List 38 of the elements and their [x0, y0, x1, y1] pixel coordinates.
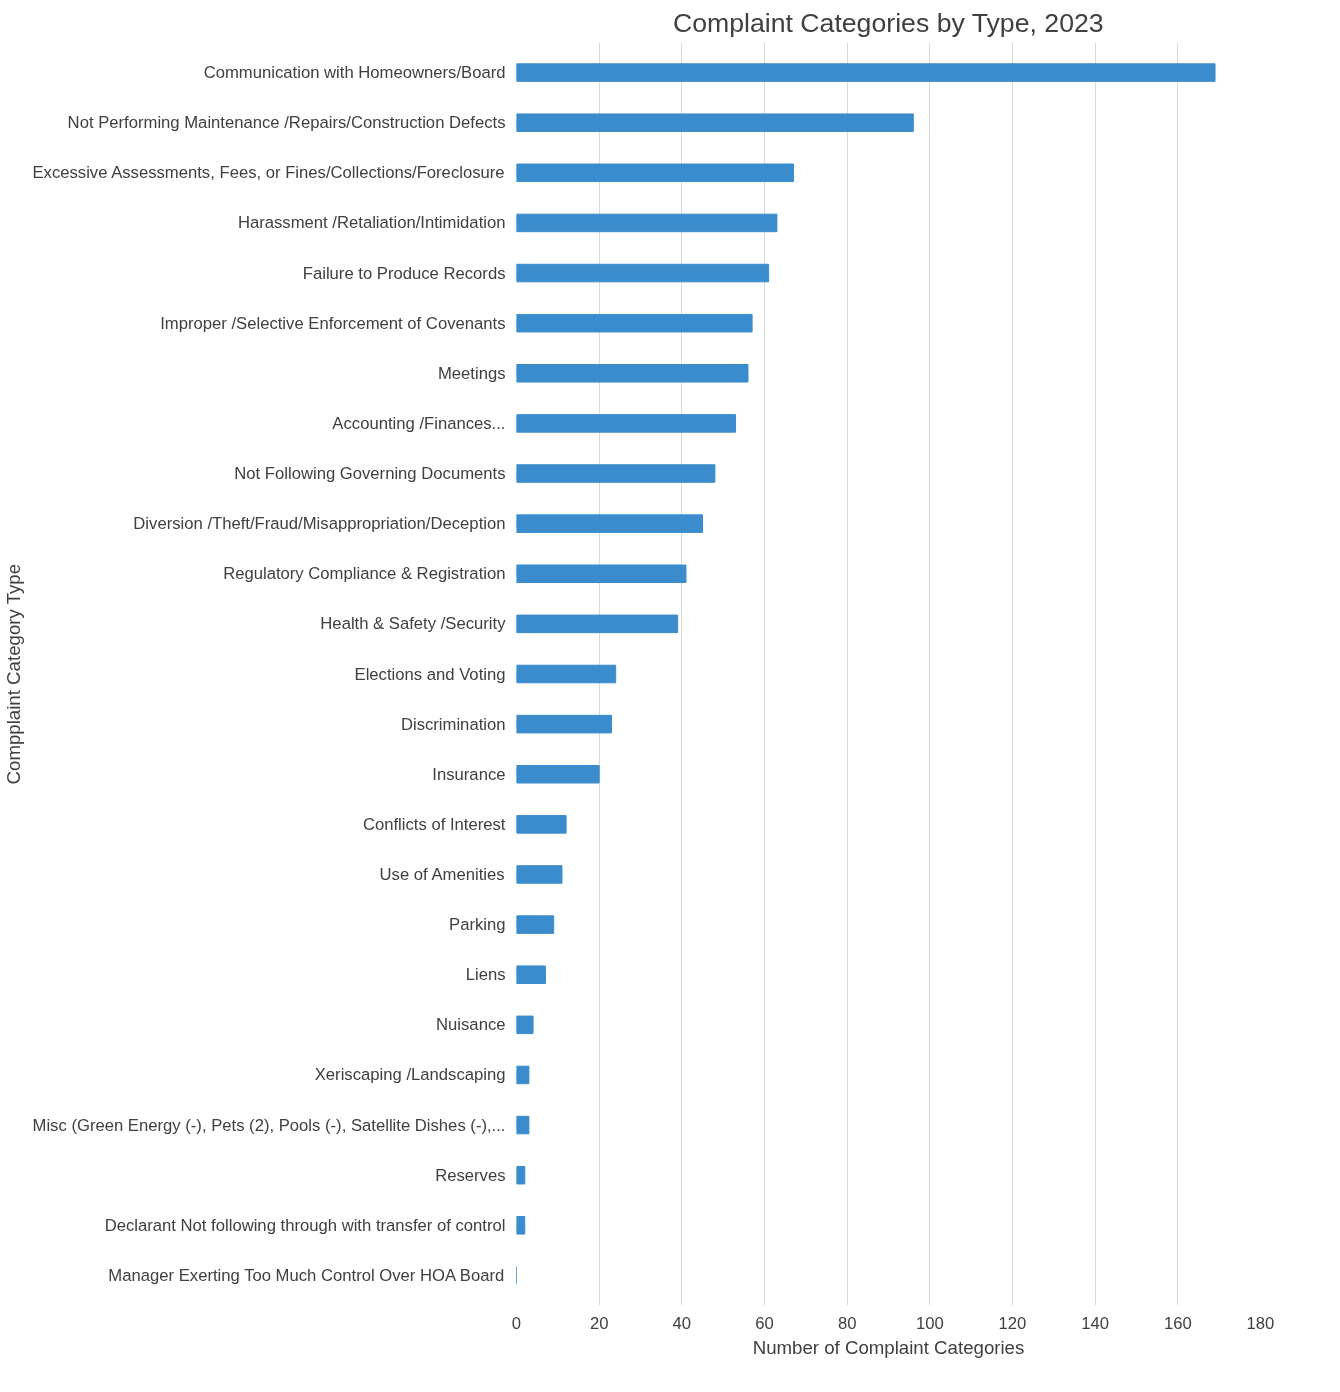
- y-tick-label: Accounting /Finances...: [332, 413, 506, 433]
- y-tick-label: Improper /Selective Enforcement of Covenants: [160, 313, 506, 333]
- y-tick-label: Not Following Governing Documents: [234, 464, 506, 484]
- x-tick-label: 120: [998, 1313, 1027, 1333]
- y-tick-label: Insurance: [432, 764, 506, 784]
- y-tick-label: Elections and Voting: [354, 664, 506, 684]
- y-tick-label: Xeriscaping /Landscaping: [314, 1065, 506, 1085]
- y-tick-label: Health & Safety /Security: [320, 614, 507, 634]
- y-tick-label: Declarant Not following through with transfer of control: [104, 1215, 506, 1235]
- y-tick-label: Manager Exerting Too Much Control Over HOA Board: [108, 1265, 505, 1285]
- x-tick-label: 40: [672, 1313, 692, 1333]
- x-tick-label: 20: [589, 1313, 609, 1333]
- y-tick-label: Conflicts of Interest: [362, 814, 506, 834]
- x-tick-label: 80: [837, 1313, 857, 1333]
- y-tick-label: Excessive Assessments, Fees, or Fines/Collections/Foreclosure: [32, 163, 505, 183]
- chart-title: Complaint Categories by Type, 2023: [672, 7, 1104, 38]
- y-tick-label: Diversion /Theft/Fraud/Misappropriation/Deception: [133, 514, 506, 534]
- y-tick-label: Nuisance: [436, 1015, 506, 1035]
- y-tick-label: Regulatory Compliance & Registration: [223, 564, 506, 584]
- y-tick-label: Discrimination: [400, 714, 506, 734]
- y-tick-label: Use of Amenities: [379, 864, 505, 884]
- x-tick-label: 60: [755, 1313, 774, 1333]
- x-tick-label: 160: [1163, 1313, 1192, 1333]
- x-axis-title: Number of Complaint Categories: [752, 1336, 1025, 1358]
- x-tick-label: 100: [915, 1313, 944, 1333]
- y-tick-label: Meetings: [437, 363, 506, 383]
- y-tick-label: Parking: [449, 915, 506, 935]
- x-tick-label: 140: [1081, 1313, 1110, 1333]
- y-tick-label: Reserves: [435, 1165, 506, 1185]
- y-tick-label: Liens: [465, 965, 506, 985]
- y-tick-label: Communication with Homeowners/Board: [203, 63, 506, 83]
- y-axis-title: Compplaint Category Type: [3, 563, 25, 785]
- y-tick-label: Harassment /Retaliation/Intimidation: [237, 213, 506, 233]
- y-tick-label: Failure to Produce Records: [302, 263, 506, 283]
- x-tick-label: 180: [1246, 1313, 1275, 1333]
- x-tick-label: 0: [511, 1313, 522, 1333]
- y-tick-label: Misc (Green Energy (-), Pets (2), Pools (-), Satellite Dishes (-),...: [32, 1115, 506, 1135]
- y-tick-label: Not Performing Maintenance /Repairs/Construction Defects: [67, 113, 506, 133]
